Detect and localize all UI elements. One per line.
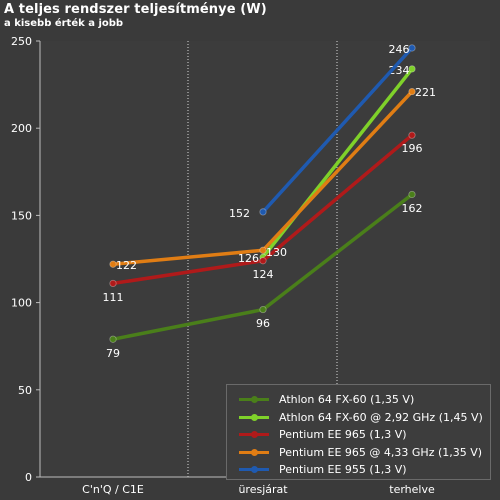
legend-marker [251,448,258,456]
x-tick-label: üresjárat [238,483,288,496]
y-tick-label: 200 [11,122,32,135]
legend-swatch [239,413,269,421]
data-label: 111 [103,291,124,304]
data-label: 122 [116,259,137,272]
legend-swatch [239,466,269,474]
legend-item: Pentium EE 965 @ 4,33 GHz (1,35 V) [239,444,490,462]
chart-title: A teljes rendszer teljesítménye (W) [4,2,267,17]
legend-label: Pentium EE 955 (1,3 V) [279,463,407,477]
data-point [408,65,416,73]
data-point [109,260,117,268]
data-point [259,208,267,216]
data-point [259,305,267,314]
legend-swatch [239,396,269,404]
data-point [259,257,267,265]
data-label: 162 [402,202,423,215]
y-tick-label: 250 [11,35,32,48]
chart-legend: Athlon 64 FX-60 (1,35 V) Athlon 64 FX-60 … [226,384,491,480]
x-tick-label: C'n'Q / C1E [82,483,144,496]
y-tick-label: 0 [25,471,32,484]
data-point [408,87,416,96]
legend-marker [251,396,258,404]
y-tick-label: 150 [11,209,32,222]
data-point [109,335,117,343]
data-label: 79 [106,347,120,360]
data-label: 96 [256,317,270,330]
data-point [408,44,416,52]
legend-marker [251,413,258,421]
legend-label: Athlon 64 FX-60 (1,35 V) [279,393,415,407]
legend-label: Pentium EE 965 @ 4,33 GHz (1,35 V) [279,445,483,459]
legend-marker [251,431,258,439]
data-label: 221 [415,86,436,99]
data-label: 126 [238,252,259,265]
data-label: 130 [266,246,287,259]
data-label: 124 [253,268,274,281]
data-point [408,131,416,139]
legend-label: Pentium EE 965 (1,3 V) [279,428,407,442]
y-tick-label: 100 [11,297,32,310]
legend-swatch [239,431,269,439]
data-label: 196 [402,142,423,155]
legend-item: Pentium EE 965 (1,3 V) [239,426,490,444]
legend-label: Athlon 64 FX-60 @ 2,92 GHz (1,45 V) [279,410,483,424]
legend-swatch [239,448,269,456]
series-line [261,46,414,214]
chart-subtitle: a kisebb érték a jobb [4,18,124,29]
legend-item: Pentium EE 955 (1,3 V) [239,461,490,479]
data-point [259,246,267,254]
data-label: 246 [389,43,410,56]
legend-marker [251,466,258,474]
data-point [109,279,117,288]
y-tick-label: 50 [18,384,32,397]
legend-item: Athlon 64 FX-60 @ 2,92 GHz (1,45 V) [239,409,490,427]
data-label: 152 [229,207,250,220]
x-tick-label: terhelve [389,483,435,496]
data-point [408,190,416,199]
legend-item: Athlon 64 FX-60 (1,35 V) [239,391,490,409]
